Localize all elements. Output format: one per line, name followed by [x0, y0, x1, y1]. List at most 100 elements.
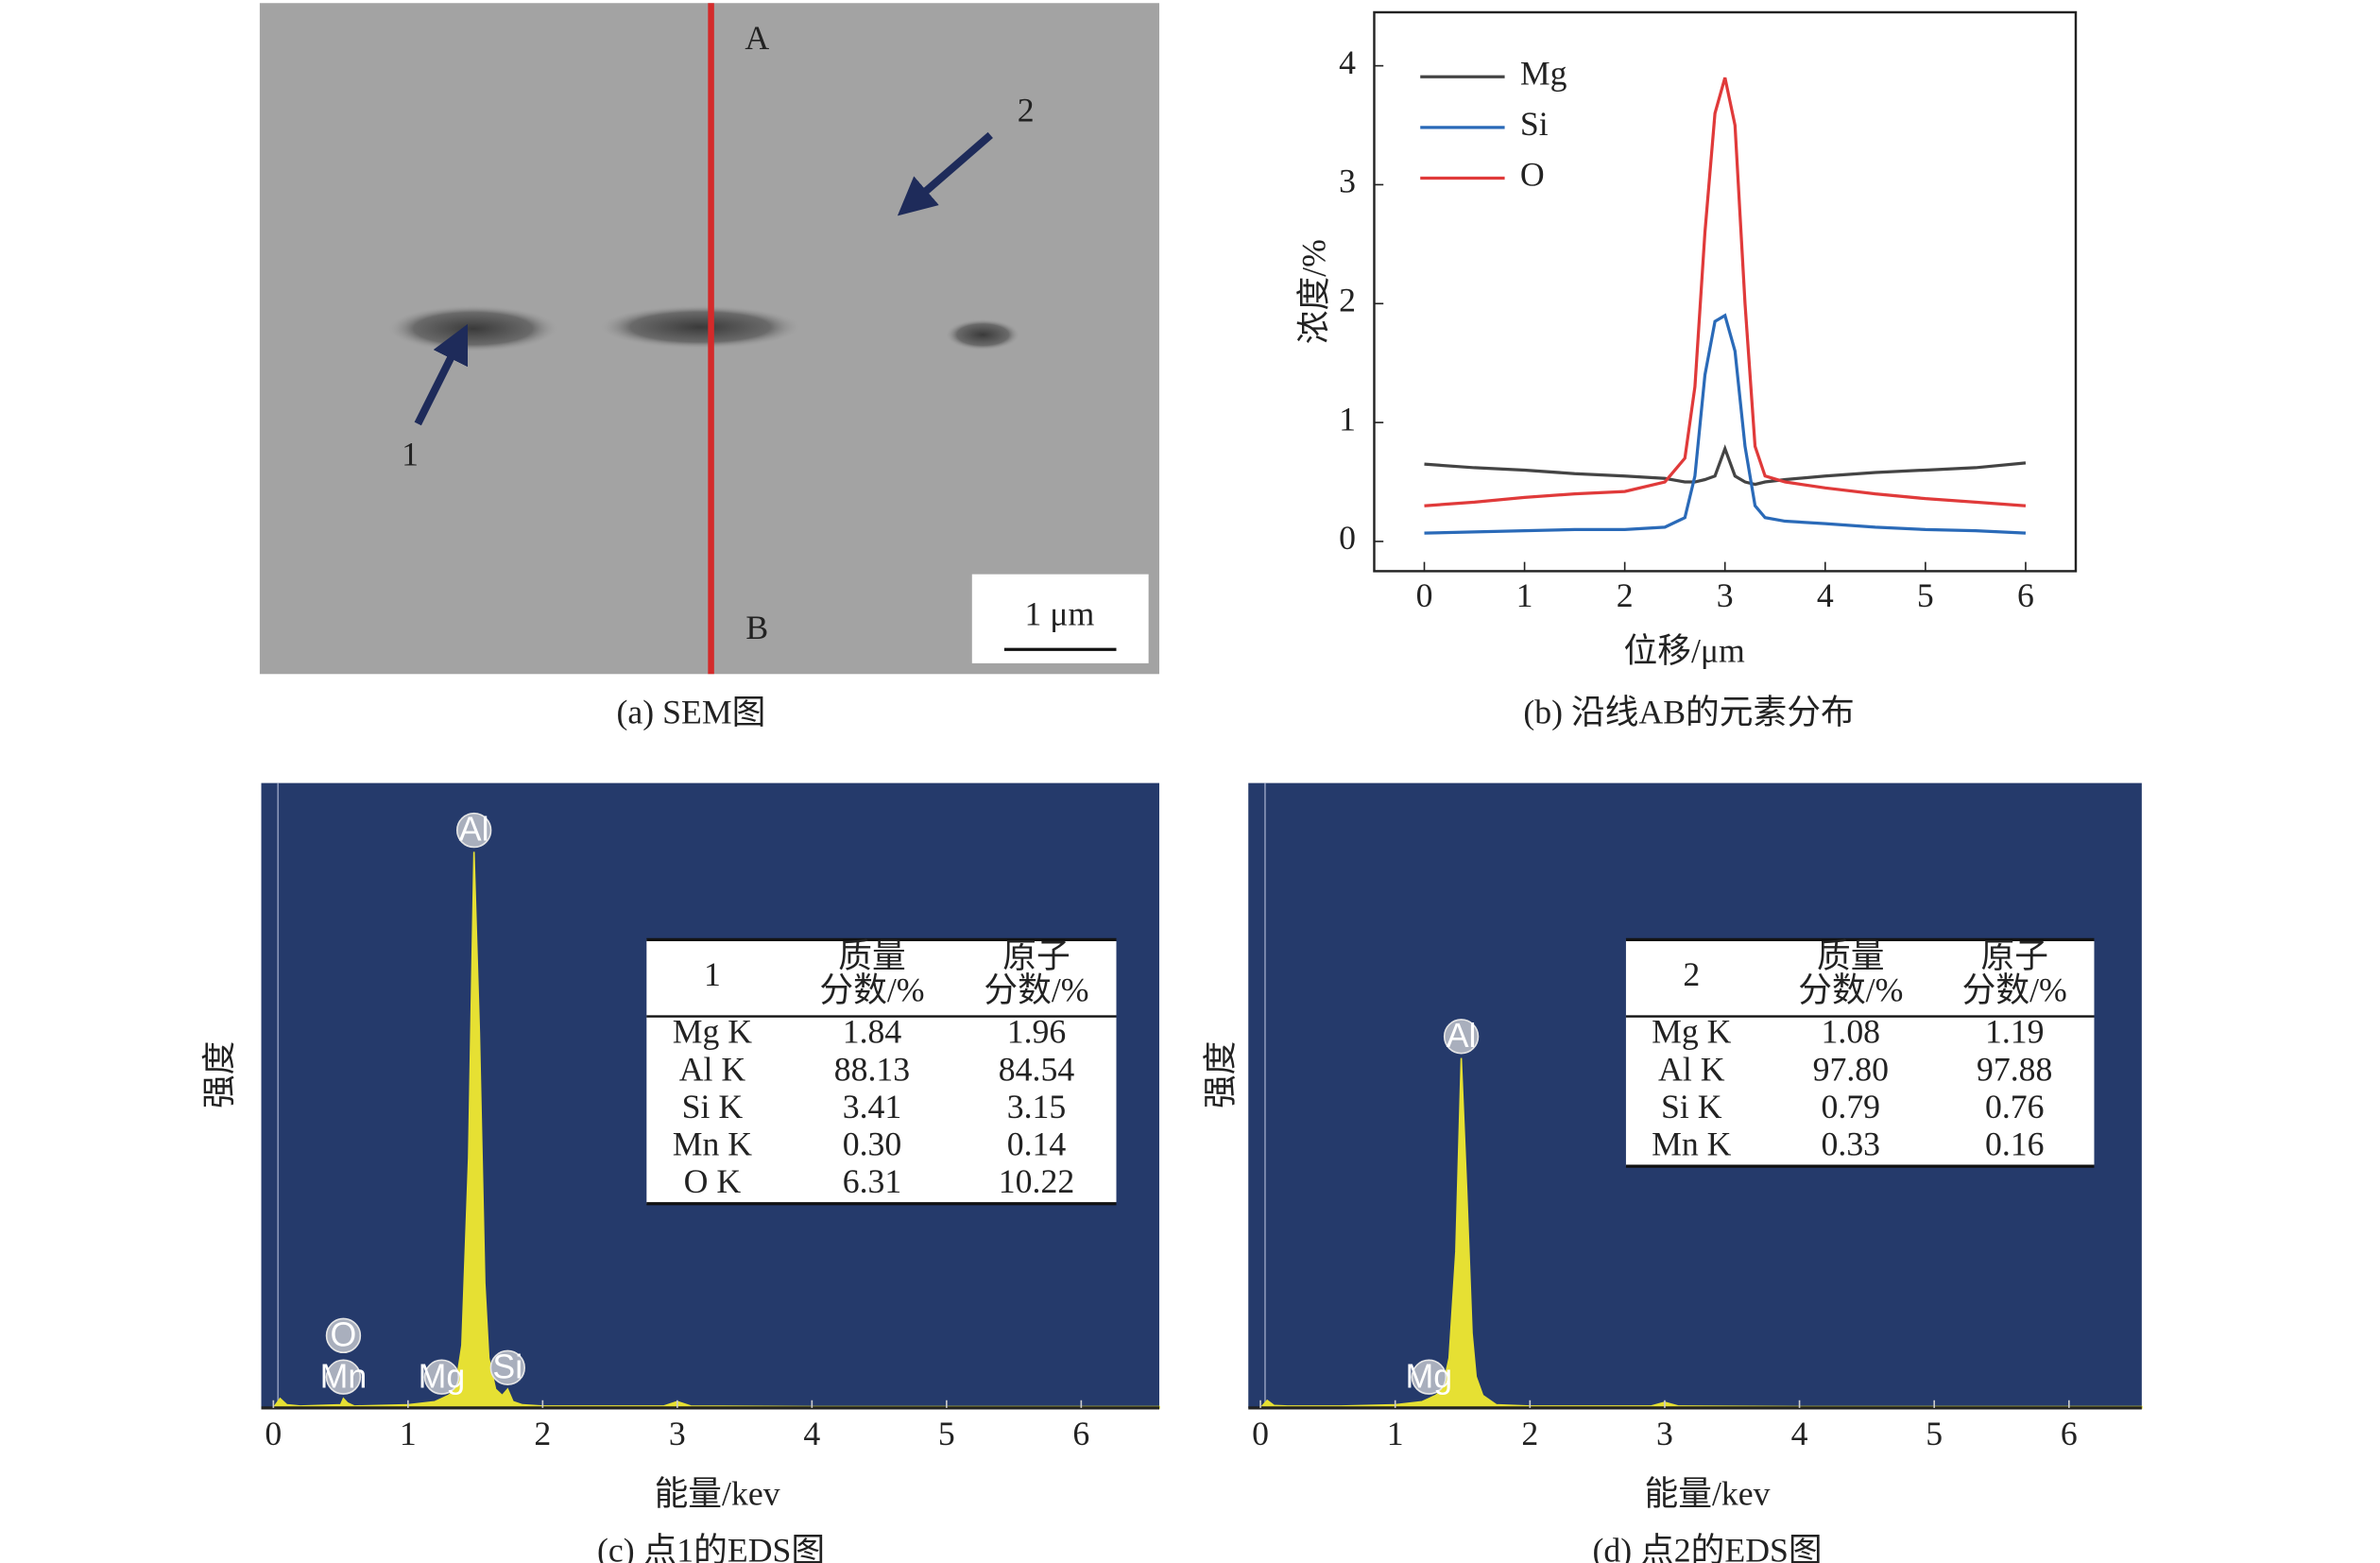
table-cell: 0.16	[1985, 1125, 2045, 1163]
table-header: 原子	[1002, 937, 1070, 975]
table-cell: 0.30	[843, 1125, 902, 1163]
inclusion	[388, 305, 558, 352]
table-header: 1	[704, 955, 721, 993]
table-cell: 97.80	[1813, 1050, 1889, 1088]
x-tick-label: 0	[265, 1415, 282, 1452]
x-tick-label: 1	[1387, 1415, 1404, 1452]
peak-marker	[1443, 1019, 1480, 1055]
peak-label: O	[331, 1315, 357, 1353]
x-tick-label: 5	[1917, 576, 1934, 614]
series-line	[1424, 444, 2027, 487]
table-header: 分数/%	[984, 970, 1088, 1008]
x-tick-label: 3	[669, 1415, 686, 1452]
peak-marker	[1411, 1359, 1447, 1395]
caption: (c) 点1的EDS图	[597, 1531, 825, 1563]
spectrum-area	[271, 851, 1160, 1409]
table-cell: 3.41	[843, 1088, 902, 1125]
x-tick-label: 4	[1791, 1415, 1808, 1452]
x-tick-label: 1	[1516, 576, 1533, 614]
peak-marker	[325, 1317, 362, 1354]
x-tick-label: 6	[1072, 1415, 1089, 1452]
x-tick-label: 4	[803, 1415, 820, 1452]
series-line	[1424, 77, 2027, 507]
peak-label: Si	[492, 1348, 522, 1385]
peak-label: Mg	[419, 1357, 466, 1395]
peak-marker	[489, 1349, 525, 1385]
peak-label: Al	[459, 811, 489, 849]
peak-label: Mn	[320, 1357, 368, 1395]
x-tick-label: 3	[1717, 576, 1734, 614]
y-tick-label: 2	[1339, 281, 1356, 318]
y-axis-label: 强度	[1201, 1041, 1239, 1108]
sem-image: A B 1 2 1 μm (a) SEM图	[259, 3, 1160, 730]
table-cell: 10.22	[999, 1162, 1074, 1200]
table-cell: 97.88	[1977, 1050, 2052, 1088]
x-tick-label: 3	[1656, 1415, 1673, 1452]
chart-line: 0 1 2 3 4 5 6 0 1 2 3 4 Mg Si O 位移/μm 浓度/% (b) 沿线AB的元素分布	[1295, 10, 2078, 730]
legend-label: O	[1520, 156, 1545, 194]
x-tick-label: 2	[534, 1415, 551, 1452]
y-axis-label: 强度	[200, 1041, 238, 1108]
table-cell: Al K	[1658, 1050, 1725, 1088]
table-cell: Mg K	[1652, 1013, 1732, 1051]
point-label: A	[745, 19, 769, 57]
x-tick-label: 6	[2061, 1415, 2078, 1452]
table-background	[1625, 939, 2095, 1167]
y-tick-label: 3	[1339, 163, 1356, 200]
table-cell: 0.79	[1822, 1088, 1881, 1125]
table-cell: 1.96	[1007, 1013, 1067, 1051]
table-cell: O K	[684, 1162, 742, 1200]
x-tick-label: 6	[2017, 576, 2034, 614]
x-axis-label: 能量/kev	[655, 1474, 780, 1512]
legend-label: Mg	[1520, 54, 1567, 92]
table-header: 原子	[1980, 937, 2047, 975]
table-header: 分数/%	[1962, 970, 2067, 1008]
table-cell: 84.54	[999, 1050, 1075, 1088]
caption: (d) 点2的EDS图	[1592, 1531, 1822, 1563]
peak-marker	[325, 1359, 362, 1395]
x-tick-label: 5	[1926, 1415, 1943, 1452]
x-tick-label: 5	[938, 1415, 955, 1452]
table-cell: Mn K	[1652, 1125, 1732, 1163]
peak-marker	[455, 812, 492, 849]
x-axis-label: 位移/μm	[1623, 631, 1745, 669]
table-cell: 0.14	[1007, 1125, 1067, 1163]
table-header: 分数/%	[1798, 970, 1903, 1008]
table-header: 分数/%	[819, 970, 924, 1008]
table-cell: 3.15	[1007, 1088, 1067, 1125]
table-cell: Mn K	[673, 1125, 753, 1163]
arrow	[414, 323, 469, 426]
peak-label: Mg	[1406, 1357, 1453, 1395]
legend-label: Si	[1520, 105, 1549, 143]
table-cell: Mg K	[673, 1013, 753, 1051]
plot-frame	[1373, 10, 2078, 573]
table-cell: 6.31	[843, 1162, 902, 1200]
table-cell: Si K	[1661, 1088, 1722, 1125]
y-tick-label: 4	[1339, 43, 1356, 81]
arrow	[897, 131, 993, 216]
table-cell: 88.13	[834, 1050, 910, 1088]
table-cell: 0.33	[1822, 1125, 1881, 1163]
table-cell: Al K	[679, 1050, 746, 1088]
table-header: 质量	[838, 937, 905, 975]
point-label: 1	[402, 435, 419, 472]
table-header: 2	[1683, 955, 1700, 993]
x-tick-label: 2	[1521, 1415, 1538, 1452]
y-tick-label: 1	[1339, 400, 1356, 438]
x-tick-label: 1	[400, 1415, 417, 1452]
peak-label: Al	[1447, 1017, 1477, 1055]
x-tick-label: 0	[1416, 576, 1433, 614]
table-cell: 1.19	[1985, 1013, 2045, 1051]
y-tick-label: 0	[1339, 519, 1356, 557]
caption: (a) SEM图	[617, 693, 766, 730]
table-background	[646, 939, 1117, 1204]
y-axis-label: 浓度/%	[1295, 239, 1333, 344]
peak-marker	[423, 1359, 460, 1395]
x-tick-label: 2	[1617, 576, 1634, 614]
table-header: 质量	[1817, 937, 1884, 975]
table-cell: 1.08	[1822, 1013, 1881, 1051]
